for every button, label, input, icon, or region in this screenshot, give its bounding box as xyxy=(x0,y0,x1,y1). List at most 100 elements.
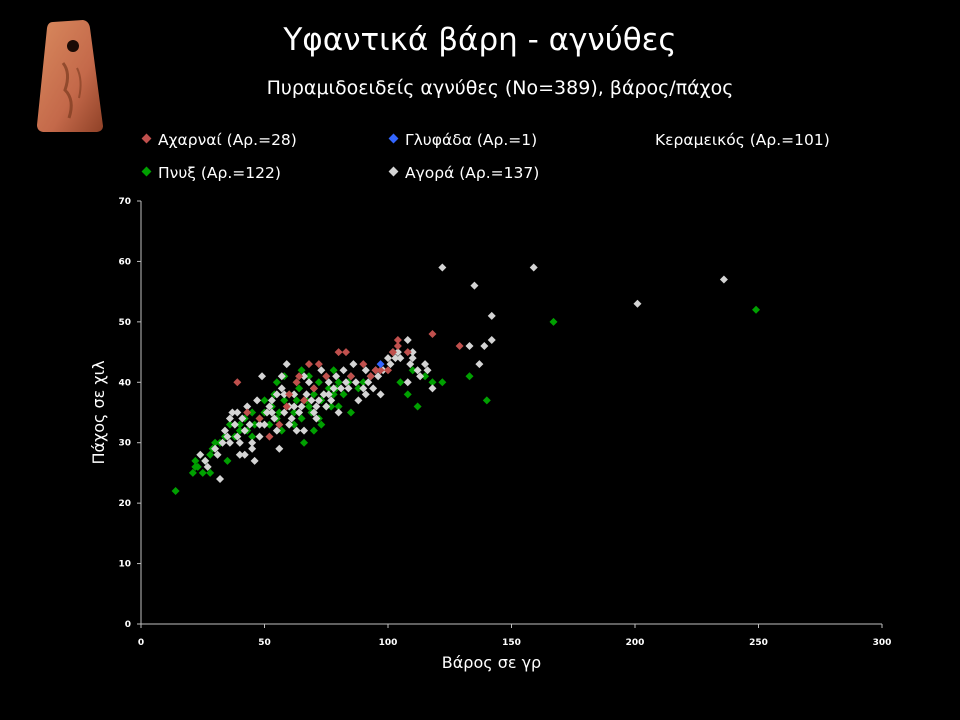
data-point xyxy=(470,281,479,290)
data-point xyxy=(337,384,346,393)
data-point xyxy=(280,390,289,399)
data-point xyxy=(307,396,316,405)
data-point xyxy=(334,348,343,357)
data-point xyxy=(255,432,264,441)
data-point xyxy=(193,462,202,471)
data-point xyxy=(272,378,281,387)
data-point xyxy=(188,468,197,477)
y-tick-label: 60 xyxy=(118,257,131,267)
data-point xyxy=(248,432,257,441)
data-point xyxy=(218,438,227,447)
legend-item: Κεραμεικός (Αρ.=101) xyxy=(638,131,830,149)
data-point xyxy=(220,426,229,435)
data-point xyxy=(300,396,309,405)
data-point xyxy=(465,372,474,381)
data-point xyxy=(238,414,247,423)
data-point xyxy=(287,414,296,423)
data-point xyxy=(324,384,333,393)
data-point xyxy=(285,420,294,429)
data-point xyxy=(423,366,432,375)
data-point xyxy=(455,342,464,351)
data-point xyxy=(233,378,242,387)
data-point xyxy=(752,305,761,314)
data-point xyxy=(319,390,328,399)
data-point xyxy=(253,396,262,405)
data-point xyxy=(248,408,257,417)
data-point xyxy=(295,408,304,417)
data-point xyxy=(292,426,301,435)
data-point xyxy=(369,384,378,393)
data-point xyxy=(275,420,284,429)
data-point xyxy=(403,348,412,357)
legend-item: Γλυφάδα (Αρ.=1) xyxy=(388,131,537,149)
data-point xyxy=(349,360,358,369)
data-point xyxy=(265,432,274,441)
legend-item: Πνυξ (Αρ.=122) xyxy=(141,164,281,182)
y-tick-label: 50 xyxy=(118,318,131,328)
data-point xyxy=(206,450,215,459)
data-point xyxy=(262,408,271,417)
data-point xyxy=(223,432,232,441)
data-point xyxy=(258,372,267,381)
data-point xyxy=(428,329,437,338)
data-point xyxy=(270,414,279,423)
data-point xyxy=(324,378,333,387)
data-point xyxy=(428,384,437,393)
data-point xyxy=(386,360,395,369)
data-point xyxy=(171,487,180,496)
data-point xyxy=(290,420,299,429)
loom-weight-icon xyxy=(37,20,103,132)
data-point xyxy=(285,390,294,399)
data-point xyxy=(280,396,289,405)
data-point xyxy=(211,444,220,453)
data-point xyxy=(277,426,286,435)
data-point xyxy=(719,275,728,284)
legend-label: Πνυξ (Αρ.=122) xyxy=(158,164,281,182)
data-point xyxy=(233,432,242,441)
data-point xyxy=(300,372,309,381)
data-point xyxy=(487,335,496,344)
x-tick-label: 50 xyxy=(258,638,271,648)
data-point xyxy=(408,366,417,375)
data-point xyxy=(203,462,212,471)
data-point xyxy=(233,408,242,417)
data-point xyxy=(421,360,430,369)
data-point xyxy=(376,360,385,369)
data-point xyxy=(384,366,392,375)
data-point xyxy=(416,372,425,381)
data-point xyxy=(206,468,215,477)
data-point xyxy=(428,378,437,387)
legend-label: Κεραμεικός (Αρ.=101) xyxy=(655,131,830,149)
data-point xyxy=(314,396,323,405)
data-point xyxy=(403,378,412,387)
data-point xyxy=(438,263,447,272)
data-point xyxy=(317,420,326,429)
data-point xyxy=(475,360,484,369)
data-point xyxy=(295,384,304,393)
data-point xyxy=(290,402,299,411)
data-point xyxy=(376,390,385,399)
x-tick-label: 0 xyxy=(138,638,144,648)
data-point xyxy=(361,390,370,399)
data-point xyxy=(292,378,301,387)
data-point xyxy=(235,426,244,435)
data-point xyxy=(359,360,368,369)
data-point xyxy=(292,396,301,405)
data-point xyxy=(223,456,232,465)
legend-label: Αγορά (Αρ.=137) xyxy=(405,164,540,182)
data-point xyxy=(230,420,239,429)
data-point xyxy=(272,390,281,399)
data-point xyxy=(312,402,321,411)
data-point xyxy=(393,348,402,357)
slide-title: Υφαντικά βάρη - αγνύθες xyxy=(283,22,677,58)
x-tick-label: 150 xyxy=(502,638,521,648)
data-point xyxy=(272,426,281,435)
data-point xyxy=(302,390,311,399)
data-point xyxy=(324,390,333,399)
data-point xyxy=(228,408,237,417)
data-point xyxy=(344,384,353,393)
data-point xyxy=(361,366,370,375)
y-tick-label: 20 xyxy=(118,499,131,509)
data-point xyxy=(245,420,254,429)
data-point xyxy=(243,408,252,417)
